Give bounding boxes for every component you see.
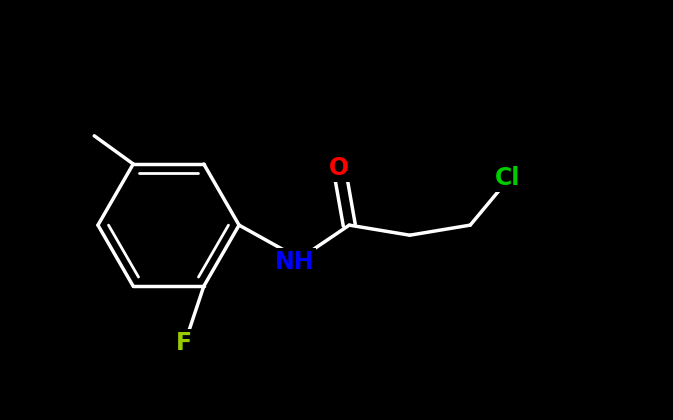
Text: F: F: [176, 331, 192, 355]
Text: O: O: [329, 156, 349, 180]
Text: NH: NH: [275, 250, 314, 274]
Text: Cl: Cl: [495, 166, 520, 190]
